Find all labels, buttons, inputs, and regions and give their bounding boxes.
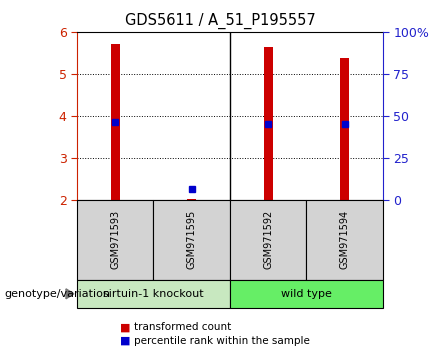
Text: ■: ■ (120, 322, 131, 332)
Bar (264, 47, 273, 200)
Bar (340, 58, 349, 200)
Text: sirtuin-1 knockout: sirtuin-1 knockout (103, 289, 204, 299)
Text: transformed count: transformed count (134, 322, 231, 332)
Text: percentile rank within the sample: percentile rank within the sample (134, 336, 310, 346)
Bar (187, 199, 196, 200)
Text: wild type: wild type (281, 289, 332, 299)
Text: GSM971595: GSM971595 (187, 210, 197, 269)
Text: genotype/variation: genotype/variation (4, 289, 110, 299)
Text: GSM971592: GSM971592 (263, 210, 273, 269)
Text: GDS5611 / A_51_P195557: GDS5611 / A_51_P195557 (125, 12, 315, 29)
Bar (110, 44, 120, 200)
Text: GSM971594: GSM971594 (340, 210, 349, 269)
Text: ■: ■ (120, 336, 131, 346)
Text: GSM971593: GSM971593 (110, 210, 120, 269)
